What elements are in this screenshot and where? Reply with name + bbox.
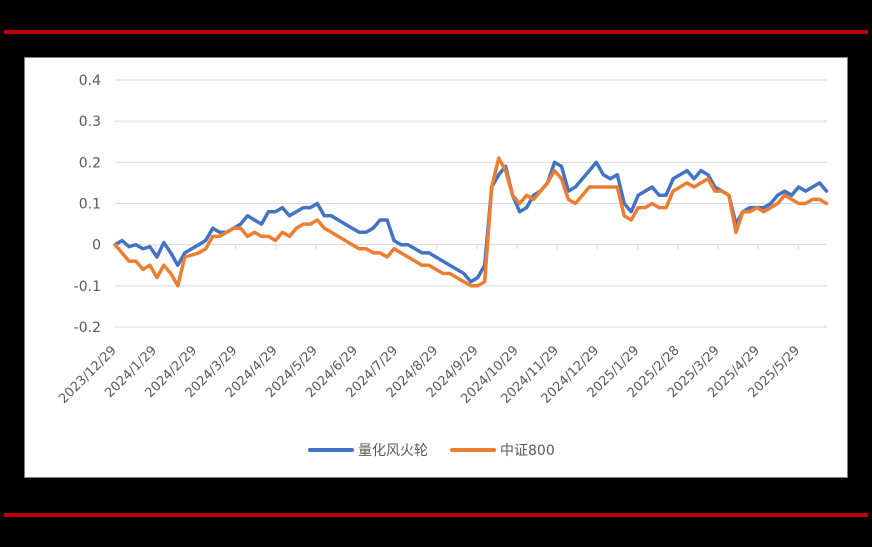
line-chart: 0.4 0.3 0.2 0.1 0 -0.1 -0.2 2023/12/292024/1/2… xyxy=(56,73,829,459)
y-axis-tick-labels: 0.4 0.3 0.2 0.1 0 -0.1 -0.2 xyxy=(74,73,101,336)
y-tick-label: -0.2 xyxy=(74,320,101,336)
y-tick-label: 0.2 xyxy=(79,155,101,171)
series-lines xyxy=(113,156,829,288)
series-line-csi800 xyxy=(113,156,829,288)
top-accent-line xyxy=(4,30,868,34)
y-tick-label: 0.3 xyxy=(79,114,101,130)
series-line-quant xyxy=(113,160,829,284)
y-tick-label: 0.4 xyxy=(79,73,101,89)
bottom-accent-line xyxy=(4,513,868,517)
legend-label: 中证800 xyxy=(500,443,555,459)
y-tick-label: 0 xyxy=(92,238,101,254)
legend-label: 量化风火轮 xyxy=(358,443,428,459)
legend: 量化风火轮 中证800 xyxy=(308,443,555,459)
x-axis-tick-labels: 2023/12/292024/1/292024/2/292024/3/29202… xyxy=(56,343,803,407)
gridlines xyxy=(114,79,827,328)
chart-panel: 0.4 0.3 0.2 0.1 0 -0.1 -0.2 2023/12/29 2024/1/2… xyxy=(24,57,848,478)
y-tick-label: -0.1 xyxy=(74,279,101,295)
y-tick-label: 0.1 xyxy=(79,197,101,213)
